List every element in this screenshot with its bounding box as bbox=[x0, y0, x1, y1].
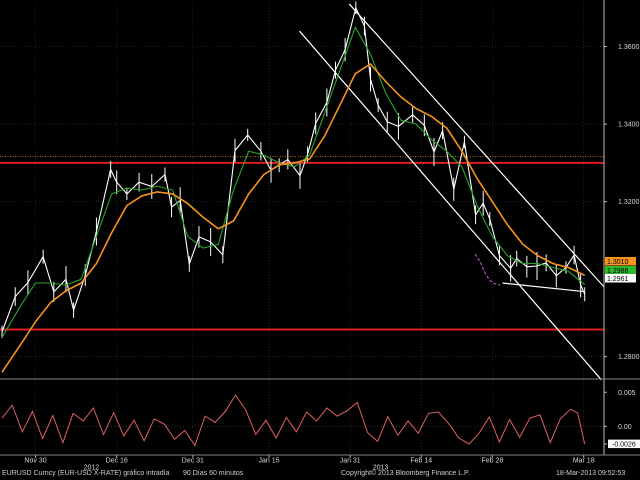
price-tick-label-1: 1.3400 bbox=[618, 122, 640, 129]
series-moving-average-fast bbox=[1, 26, 586, 338]
last-price-badge-1 bbox=[605, 266, 636, 275]
x-tick-label-7: Mar 18 bbox=[573, 458, 595, 465]
chart-frame bbox=[0, 0, 640, 456]
footer: EURUSD Curncy (EUR-USD X-RATE) gráfico i… bbox=[0, 469, 640, 480]
osc-tick-label-2: -0.0026 bbox=[612, 442, 636, 449]
x-tick-label-3: Jan 15 bbox=[258, 458, 279, 465]
last-price-text-0: 1.3010 bbox=[607, 259, 629, 266]
footer-security: EURUSD Curncy (EUR-USD X-RATE) gráfico i… bbox=[2, 470, 170, 477]
series-oscillator bbox=[1, 394, 586, 447]
trend-line-2 bbox=[502, 282, 584, 293]
dashed-curve bbox=[474, 253, 501, 286]
trend-line-0 bbox=[348, 3, 605, 288]
year-label-1: 2013 bbox=[373, 465, 389, 472]
oscillator-panel bbox=[1, 394, 586, 447]
axis-labels: 1.3600 1.3400 1.3200 1.2800 1.3010 1.29861.29… bbox=[24, 44, 640, 472]
osc-tick-label-0: 0.005 bbox=[618, 390, 636, 397]
osc-tick-label-1: 0.00 bbox=[618, 424, 632, 431]
osc-last-badge bbox=[608, 439, 640, 449]
last-price-text-2: 1.2961 bbox=[607, 276, 629, 283]
year-label-0: 2012 bbox=[84, 465, 100, 472]
footer-copyright: Copyright© 2013 Bloomberg Finance L.P. bbox=[341, 470, 470, 477]
price-levels bbox=[0, 3, 605, 381]
last-price-badge-0 bbox=[605, 257, 636, 266]
x-tick-label-2: Dec 31 bbox=[182, 458, 204, 465]
series-moving-average-slow bbox=[1, 63, 586, 373]
x-tick-label-0: Nov 30 bbox=[24, 458, 46, 465]
x-tick-label-6: Feb 28 bbox=[481, 458, 503, 465]
grid-lines bbox=[0, 2, 604, 455]
series-price bbox=[1, 7, 586, 333]
price-tick-label-2: 1.3200 bbox=[618, 199, 640, 206]
last-price-badge-2 bbox=[605, 274, 636, 283]
x-tick-label-4: Jan 31 bbox=[340, 458, 361, 465]
price-tick-label-3: 1.2800 bbox=[618, 354, 640, 361]
footer-period: 90 Días 60 minutos bbox=[183, 470, 244, 477]
price-panel bbox=[1, 1, 586, 373]
x-tick-label-1: Dec 16 bbox=[106, 458, 128, 465]
price-tick-label-0: 1.3600 bbox=[618, 44, 640, 51]
footer-timestamp: 18-Mar-2013 09:52:53 bbox=[556, 470, 626, 477]
last-price-text-1: 1.2986 bbox=[607, 268, 629, 275]
trend-line-1 bbox=[299, 30, 602, 381]
x-tick-label-5: Feb 14 bbox=[410, 458, 432, 465]
